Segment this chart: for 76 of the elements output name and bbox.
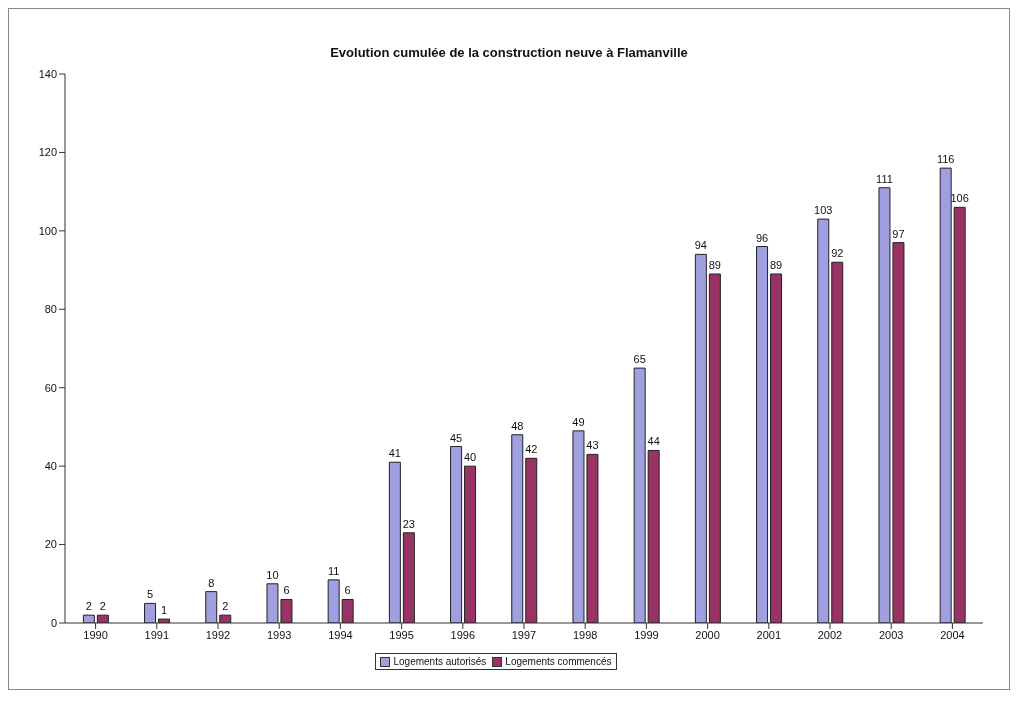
data-label: 2 [99, 600, 106, 613]
data-label: 8 [208, 576, 215, 589]
data-label: 43 [586, 439, 599, 452]
y-tick-label: 60 [44, 381, 57, 394]
data-label: 6 [283, 584, 290, 597]
data-label: 45 [449, 431, 463, 444]
x-tick-label: 1992 [205, 628, 231, 641]
bar [953, 206, 966, 623]
bar [647, 449, 660, 623]
x-tick-label: 2004 [940, 628, 965, 641]
data-label: 48 [511, 419, 524, 432]
legend-label: Logements autorisés [392, 656, 487, 667]
bar [756, 246, 769, 623]
x-tick-label: 1990 [83, 628, 108, 641]
data-label: 1 [161, 604, 168, 617]
x-tick-label: 1995 [389, 628, 414, 641]
x-tick-label: 1991 [144, 628, 170, 641]
data-label: 65 [633, 353, 646, 366]
x-tick-label: 2002 [817, 628, 843, 641]
data-label: 111 [876, 172, 893, 185]
bar [708, 273, 721, 623]
data-label: 92 [831, 247, 844, 260]
data-label: 44 [647, 435, 660, 448]
data-label: 23 [402, 517, 415, 530]
x-tick-label: 2000 [695, 628, 720, 641]
data-label: 97 [892, 227, 905, 240]
data-label: 41 [388, 447, 401, 460]
x-tick-label: 1999 [634, 628, 659, 641]
bar [158, 618, 171, 623]
x-tick-label: 1998 [572, 628, 598, 641]
data-label: 2 [222, 600, 229, 613]
data-label: 89 [708, 258, 721, 271]
x-tick-label: 1994 [328, 628, 353, 641]
data-label: 6 [344, 584, 351, 597]
bar [450, 446, 463, 623]
y-tick-label: 20 [44, 538, 57, 551]
bar [205, 591, 218, 623]
data-label: 116 [936, 153, 955, 166]
x-tick-label: 2003 [878, 628, 904, 641]
data-label: 10 [266, 568, 279, 581]
y-tick-label: 120 [38, 146, 57, 159]
bar [939, 167, 952, 623]
bar [511, 434, 524, 623]
data-label: 11 [327, 564, 340, 577]
data-label: 94 [694, 239, 707, 252]
x-tick-label: 1996 [450, 628, 476, 641]
bar [694, 253, 707, 623]
data-label: 5 [147, 588, 154, 601]
data-label: 96 [755, 231, 769, 244]
x-tick-label: 1997 [511, 628, 537, 641]
x-tick-label: 2001 [756, 628, 782, 641]
y-tick-label: 80 [44, 303, 57, 316]
bar [402, 532, 415, 623]
bar [144, 602, 157, 623]
bar [327, 579, 340, 623]
bar [525, 457, 538, 623]
bar [341, 598, 354, 623]
data-label: 2 [85, 600, 92, 613]
chart-title: Evolution cumulée de la construction neuve à Flamanville [329, 45, 689, 60]
data-label: 40 [463, 451, 477, 464]
y-tick-label: 100 [38, 224, 57, 237]
y-tick-label: 0 [50, 616, 57, 629]
y-tick-label: 40 [44, 460, 57, 473]
bar [817, 218, 830, 623]
y-tick-label: 140 [38, 67, 57, 80]
data-label: 103 [814, 204, 833, 217]
bar [770, 273, 783, 623]
bar [388, 461, 401, 623]
data-label: 49 [572, 415, 585, 428]
data-label: 42 [525, 443, 538, 456]
data-label: 89 [769, 258, 783, 271]
legend-label: Logements commencés [504, 656, 612, 667]
x-tick-label: 1993 [266, 628, 292, 641]
bar [464, 465, 477, 623]
bar [633, 367, 646, 623]
bar [831, 261, 844, 623]
